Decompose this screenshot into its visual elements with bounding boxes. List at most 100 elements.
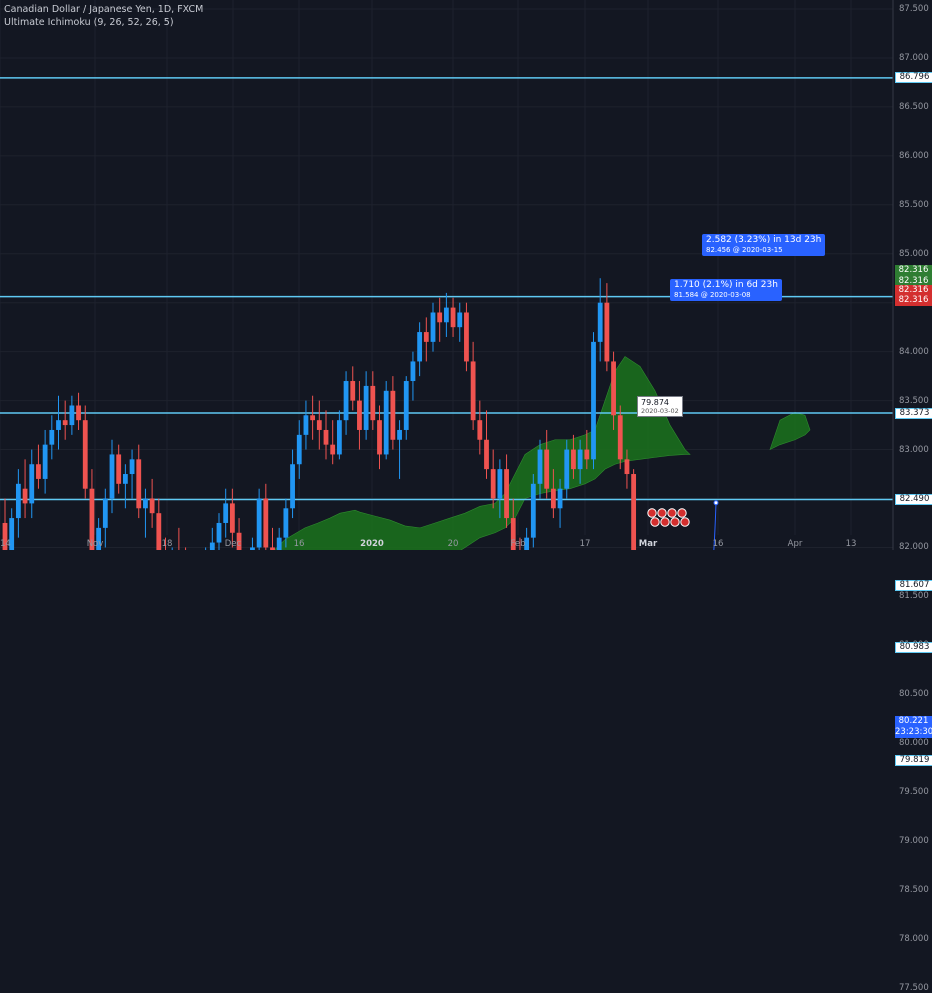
candle-body	[377, 420, 382, 455]
event-flag	[677, 508, 687, 518]
event-flag	[660, 517, 670, 527]
candle-body	[430, 312, 436, 342]
candle-body	[597, 302, 603, 342]
candle-body	[403, 381, 409, 430]
candle-body	[143, 498, 148, 509]
candle-body	[303, 415, 309, 435]
projection-point-2	[713, 500, 719, 506]
y-tick-label: 86.000	[899, 150, 929, 161]
price-tag: 86.796	[895, 72, 932, 83]
candle-body	[9, 518, 15, 550]
candle-body	[270, 547, 275, 550]
price-tag: 83.373	[895, 408, 932, 419]
candle-body	[69, 405, 75, 426]
candle-body	[423, 332, 429, 342]
symbol-title: Canadian Dollar / Japanese Yen, 1D, FXCM	[4, 4, 204, 15]
candle-body	[490, 469, 496, 499]
cloud-bull	[273, 356, 691, 550]
candle-body	[510, 518, 516, 550]
projection-callout-1[interactable]: 1.710 (2.1%) in 6d 23h 81.584 @ 2020-03-…	[670, 279, 782, 301]
event-flag	[680, 517, 690, 527]
y-tick-label: 83.000	[899, 444, 929, 455]
y-tick-label: 81.500	[899, 591, 929, 602]
candle-body	[109, 454, 115, 499]
candle-body	[56, 420, 61, 430]
candle-body	[236, 532, 242, 550]
candle-body	[343, 381, 349, 421]
y-tick-label: 80.500	[899, 689, 929, 700]
x-tick-label: Apr	[787, 539, 803, 549]
x-tick-label: 17	[579, 539, 591, 549]
price-tag: 80.221	[895, 716, 932, 727]
price-chart[interactable]	[0, 0, 932, 550]
candle-body	[276, 537, 282, 550]
candle-body	[36, 464, 41, 479]
candle-body	[129, 459, 135, 475]
candle-body	[316, 420, 322, 430]
candle-body	[544, 449, 550, 489]
price-tag: 82.316	[895, 295, 932, 306]
candle-body	[136, 459, 142, 509]
candle-body	[250, 547, 255, 550]
candle-body	[263, 498, 269, 548]
x-tick-label: 14	[0, 539, 11, 549]
candle-body	[216, 522, 222, 543]
candle-body	[357, 400, 362, 430]
candle-body	[42, 444, 48, 479]
candle-body	[537, 449, 543, 484]
y-tick-label: 84.000	[899, 346, 929, 357]
candle-body	[49, 429, 55, 445]
event-flag	[657, 508, 667, 518]
candle-body	[524, 537, 530, 550]
x-tick-label: 18	[161, 539, 173, 549]
y-tick-label: 85.000	[899, 248, 929, 259]
candle-body	[464, 312, 469, 362]
candle-body	[330, 444, 336, 455]
candle-body	[323, 429, 329, 445]
x-tick-label: Mar	[638, 539, 658, 549]
grid	[0, 0, 893, 548]
candle-body	[122, 474, 128, 484]
price-tag: 82.316	[895, 265, 932, 276]
y-tick-label: 87.500	[899, 4, 929, 14]
y-tick-label: 78.500	[899, 885, 929, 896]
low-value: 79.874	[641, 398, 669, 407]
candle-body	[350, 381, 356, 401]
candles	[2, 278, 637, 550]
projection-sub-1: 81.584 @ 2020-03-08	[674, 291, 751, 299]
candle-body	[363, 385, 369, 430]
y-tick-label: 86.500	[899, 101, 929, 112]
candle-body	[617, 415, 623, 460]
candle-body	[62, 420, 68, 426]
candle-body	[457, 312, 463, 328]
x-tick-label: Dec	[224, 539, 242, 549]
x-tick-label: Feb	[510, 539, 526, 549]
candle-body	[22, 488, 28, 504]
candle-body	[370, 385, 376, 421]
candle-body	[336, 420, 342, 455]
ichimoku-cloud	[273, 356, 811, 550]
candle-body	[116, 454, 122, 484]
candle-body	[591, 341, 596, 460]
event-flag	[650, 517, 660, 527]
projection-label-1: 1.710 (2.1%) in 6d 23h	[674, 280, 778, 290]
candle-body	[604, 302, 610, 362]
candle-body	[504, 469, 509, 519]
price-tag: 81.607	[895, 580, 932, 591]
x-tick-label: 16	[293, 539, 305, 549]
low-date: 2020-03-02	[641, 407, 679, 415]
candle-body	[437, 312, 443, 323]
projection-callout-2[interactable]: 2.582 (3.23%) in 13d 23h 82.456 @ 2020-0…	[702, 234, 826, 256]
candle-body	[417, 332, 423, 362]
y-tick-label: 83.500	[899, 395, 929, 406]
y-tick-label: 79.000	[899, 836, 929, 847]
event-flag	[667, 508, 677, 518]
candle-body	[470, 361, 476, 421]
candle-body	[624, 459, 630, 475]
candle-body	[631, 474, 637, 550]
candle-body	[577, 449, 583, 470]
y-tick-label: 85.500	[899, 199, 929, 210]
y-tick-label: 79.500	[899, 787, 929, 798]
low-price-label: 79.874 2020-03-02	[637, 396, 683, 417]
price-tag: 80.983	[895, 642, 932, 653]
